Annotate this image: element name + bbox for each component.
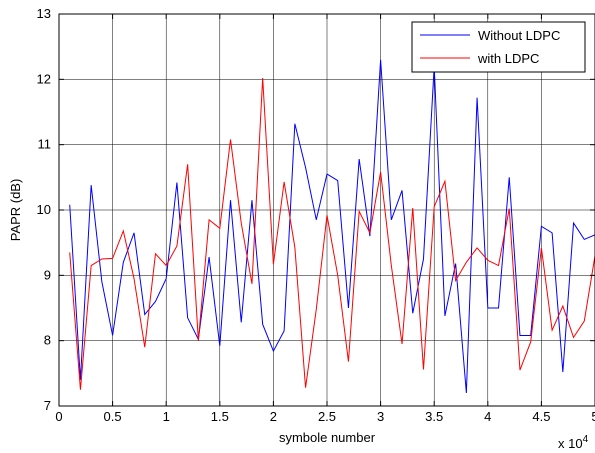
- x-tick-label: 0.5: [104, 409, 122, 424]
- x-tick-label: 1.5: [211, 409, 229, 424]
- x-tick-label: 0: [55, 409, 62, 424]
- y-axis-label: PAPR (dB): [8, 179, 23, 242]
- y-tick-label: 13: [37, 6, 51, 21]
- x-tick-label: 2: [270, 409, 277, 424]
- grid-lines: [59, 14, 595, 406]
- y-tick-label: 11: [38, 137, 52, 152]
- x-tick-label: 3: [377, 409, 384, 424]
- x-tick-label: 4.5: [532, 409, 550, 424]
- y-tick-label: 8: [44, 333, 51, 348]
- axis-ticks: [58, 13, 595, 407]
- legend-box: [411, 21, 586, 73]
- legend-label-with-ldpc: with LDPC: [477, 51, 539, 66]
- legend: Without LDPC with LDPC: [411, 21, 586, 73]
- series-lines: [69, 59, 595, 393]
- y-tick-label: 12: [37, 71, 51, 86]
- x-tick-label: 5: [591, 409, 595, 424]
- legend-label-without-ldpc: Without LDPC: [478, 28, 560, 43]
- x-tick-label: 1: [163, 409, 170, 424]
- y-tick-label: 9: [44, 267, 51, 282]
- x-tick-label: 3.5: [425, 409, 443, 424]
- series-line-with-ldpc: [69, 78, 595, 390]
- y-tick-label: 7: [44, 398, 51, 413]
- x-tick-label: 4: [484, 409, 491, 424]
- y-tick-label: 10: [37, 202, 51, 217]
- series-line-without-ldpc: [69, 59, 595, 393]
- axis-tick-labels: 0 0.5 1 1.5 2 2.5 3 3.5 4 4.5 5 7 8 9 10 11 12 13: [37, 6, 595, 424]
- x-axis-label: symbole number: [279, 430, 376, 445]
- x-tick-label: 2.5: [318, 409, 336, 424]
- x-axis-multiplier: x 104: [558, 434, 589, 451]
